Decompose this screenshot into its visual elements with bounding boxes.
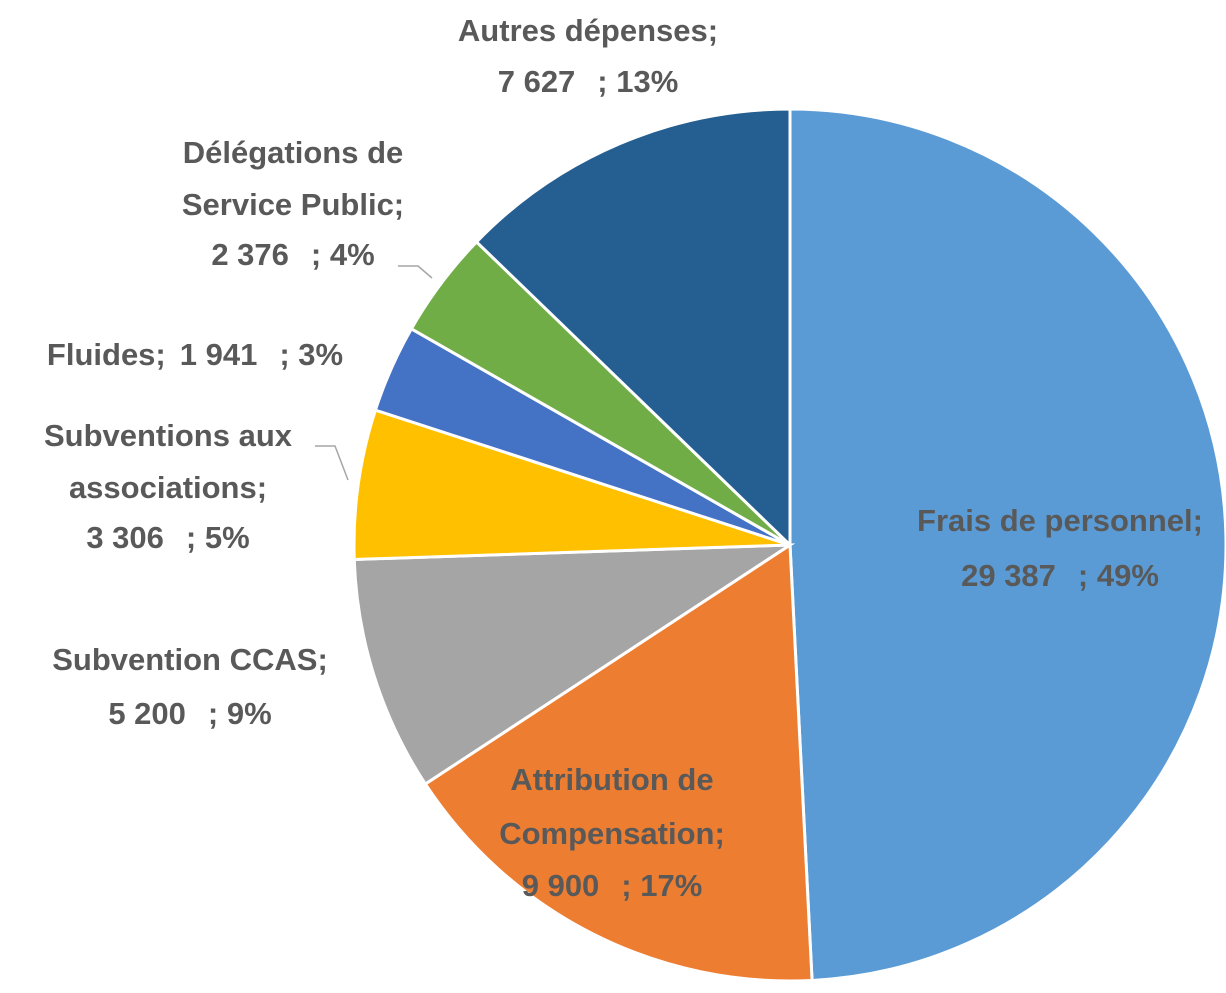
data-label: 5 200 ; 9% — [108, 696, 271, 731]
data-label: 7 627 ; 13% — [498, 64, 679, 99]
value-label: 3 306 — [86, 520, 164, 555]
percent-label: ; 5% — [186, 520, 250, 555]
percent-label: ; 3% — [279, 337, 343, 372]
pie-slice — [352, 543, 796, 787]
category-label: Attribution de — [510, 762, 713, 797]
pie-slice — [423, 542, 814, 983]
data-label: 2 376 ; 4% — [211, 237, 374, 272]
value-label: 7 627 — [498, 64, 576, 99]
percent-label: ; 17% — [621, 868, 702, 903]
category-label: associations; — [69, 470, 267, 505]
pie-slice — [788, 107, 1226, 983]
category-label: Subvention CCAS; — [52, 642, 328, 677]
value-label: 29 387 — [961, 558, 1056, 593]
data-label: 3 306 ; 5% — [86, 520, 249, 555]
data-label: 9 900 ; 17% — [522, 868, 703, 903]
pie-slice — [352, 408, 791, 562]
category-label: Délégations de — [183, 135, 404, 170]
percent-label: ; 49% — [1078, 558, 1159, 593]
data-label: Fluides; 1 941 ; 3% — [47, 337, 343, 372]
leader-line — [398, 265, 433, 279]
data-label: 29 387 ; 49% — [961, 558, 1159, 593]
category-label: Compensation; — [499, 816, 725, 851]
category-label: Subventions aux — [44, 418, 293, 453]
category-label: Fluides; — [47, 337, 166, 372]
percent-label: ; 13% — [597, 64, 678, 99]
category-label: Frais de personnel; — [917, 503, 1203, 538]
value-label: 2 376 — [211, 237, 289, 272]
value-label: 5 200 — [108, 696, 186, 731]
value-label: 1 941 — [180, 337, 258, 372]
category-label: Service Public; — [182, 187, 404, 222]
value-label: 9 900 — [522, 868, 600, 903]
percent-label: ; 9% — [208, 696, 272, 731]
percent-label: ; 4% — [311, 237, 375, 272]
pie-slice — [474, 107, 792, 549]
leader-line — [315, 445, 349, 481]
category-label: Autres dépenses; — [458, 13, 718, 48]
